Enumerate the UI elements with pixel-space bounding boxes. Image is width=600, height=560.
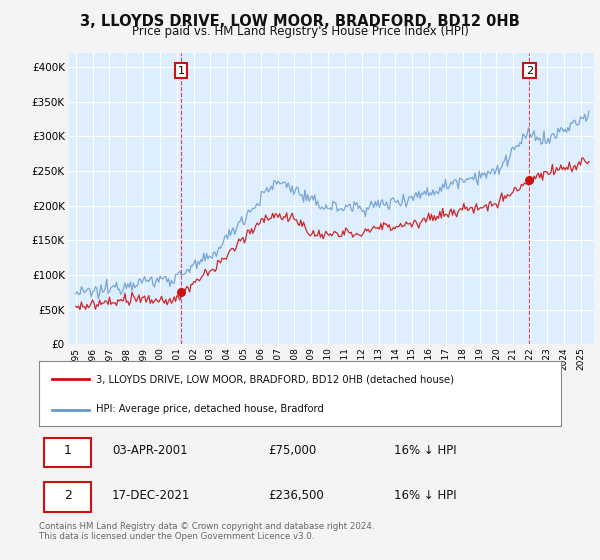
Text: 16% ↓ HPI: 16% ↓ HPI bbox=[394, 489, 457, 502]
Text: 03-APR-2001: 03-APR-2001 bbox=[112, 445, 188, 458]
Text: Contains HM Land Registry data © Crown copyright and database right 2024.
This d: Contains HM Land Registry data © Crown c… bbox=[39, 522, 374, 542]
FancyBboxPatch shape bbox=[44, 437, 91, 467]
Text: Price paid vs. HM Land Registry's House Price Index (HPI): Price paid vs. HM Land Registry's House … bbox=[131, 25, 469, 38]
FancyBboxPatch shape bbox=[44, 482, 91, 512]
Text: £75,000: £75,000 bbox=[269, 445, 317, 458]
Text: 1: 1 bbox=[64, 445, 71, 458]
Text: 3, LLOYDS DRIVE, LOW MOOR, BRADFORD, BD12 0HB: 3, LLOYDS DRIVE, LOW MOOR, BRADFORD, BD1… bbox=[80, 14, 520, 29]
Text: 2: 2 bbox=[526, 66, 533, 76]
Text: 1: 1 bbox=[178, 66, 184, 76]
Text: HPI: Average price, detached house, Bradford: HPI: Average price, detached house, Brad… bbox=[97, 404, 324, 414]
Text: 17-DEC-2021: 17-DEC-2021 bbox=[112, 489, 190, 502]
Text: £236,500: £236,500 bbox=[269, 489, 325, 502]
Text: 16% ↓ HPI: 16% ↓ HPI bbox=[394, 445, 457, 458]
Text: 2: 2 bbox=[64, 489, 71, 502]
Text: 3, LLOYDS DRIVE, LOW MOOR, BRADFORD, BD12 0HB (detached house): 3, LLOYDS DRIVE, LOW MOOR, BRADFORD, BD1… bbox=[97, 374, 454, 384]
